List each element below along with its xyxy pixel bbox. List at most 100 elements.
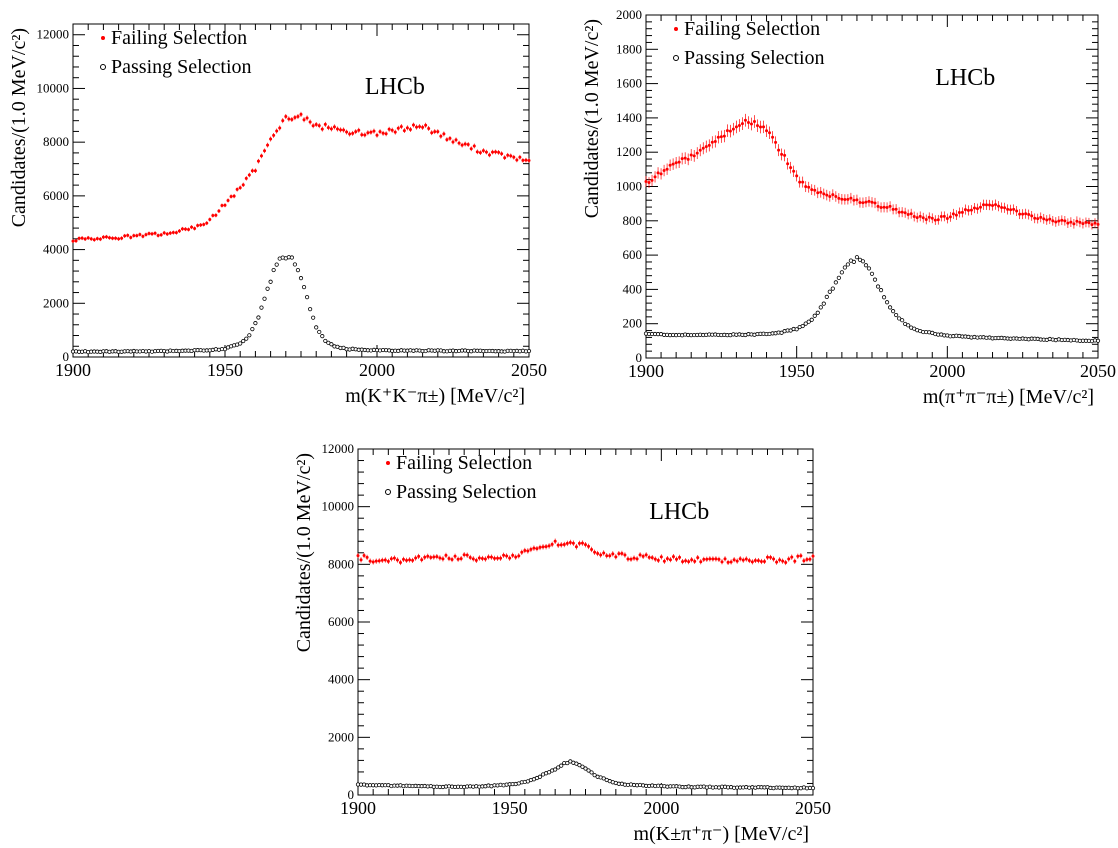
data-point [396,126,400,130]
data-point [777,148,781,152]
data-point [1015,209,1019,213]
data-point [491,150,495,154]
data-point [731,127,735,131]
legend-marker-open [100,64,106,70]
data-point [909,212,913,216]
data-point [802,559,806,563]
data-point [386,559,390,563]
data-point [427,126,431,130]
data-point [596,552,600,556]
data-point [725,129,729,133]
data-point [836,275,841,280]
data-point [450,557,454,561]
data-point [972,206,976,210]
data-point [837,196,841,200]
data-point [796,554,800,558]
data-point [951,212,955,216]
data-point [456,557,460,561]
data-point [442,132,446,136]
data-point [894,312,899,318]
data-point [707,143,711,147]
data-point [374,559,378,563]
data-point [580,541,584,545]
data-point [693,559,697,563]
data-point [805,557,809,561]
data-point [810,188,814,192]
data-point [632,556,636,560]
data-point [866,266,872,271]
data-point [1042,217,1046,221]
data-point [1036,217,1040,221]
data-point [471,557,475,561]
x-tick-label: 2000 [929,361,965,381]
data-point [1045,218,1049,222]
data-point [418,125,422,129]
x-tick-label: 2000 [359,360,395,380]
data-point [662,559,666,563]
data-point [402,557,405,561]
data-point [524,158,528,162]
data-point [825,193,829,197]
data-point [368,559,372,563]
data-point [798,180,802,184]
data-point [512,155,516,159]
data-point [881,295,887,300]
data-point [256,159,260,163]
x-tick-label: 1900 [55,360,91,380]
data-point [778,558,782,562]
data-point [250,169,254,173]
data-point [468,555,472,559]
data-point [405,126,409,130]
data-point [738,557,742,561]
data-point [180,227,184,231]
data-point [459,557,463,561]
data-point [954,213,958,217]
data-point [171,231,175,235]
data-point [509,154,513,158]
data-point [617,552,621,556]
data-point [611,552,615,556]
data-point [269,137,273,141]
data-point [789,166,793,170]
data-point [253,169,257,173]
data-point [411,558,415,562]
data-point [256,315,261,320]
data-point [187,227,191,231]
data-point [311,315,316,320]
data-point [481,149,485,153]
data-point [354,130,358,134]
series-failing-selection [644,113,1100,230]
y-tick-label: 4000 [328,672,354,687]
data-point [438,556,442,560]
data-point [411,123,415,127]
data-point [786,162,790,166]
y-tick-label: 400 [623,281,643,296]
data-point [159,233,163,237]
data-point [423,555,427,559]
data-point [586,768,591,773]
data-point [499,556,503,560]
data-point [399,125,403,129]
data-point [272,133,276,137]
data-point [869,271,875,276]
data-point [223,203,227,207]
data-point [375,133,379,137]
data-point [872,277,878,282]
data-point [302,118,306,122]
data-point [933,218,937,222]
data-point [878,288,884,293]
data-point [867,199,871,203]
data-point [211,213,215,217]
data-point [772,557,776,561]
chart-panel-top-right: 1900 1950 2000 2050 0 200 400 600 800 1000 1200 140… [581,7,1116,408]
y-tick-label: 0 [636,350,643,365]
data-point [1009,208,1013,212]
data-point [71,239,75,243]
data-point [278,126,282,130]
data-point [587,544,591,548]
data-point [728,129,732,133]
data-point [963,208,967,212]
data-point [1048,217,1052,221]
data-point [854,255,860,260]
